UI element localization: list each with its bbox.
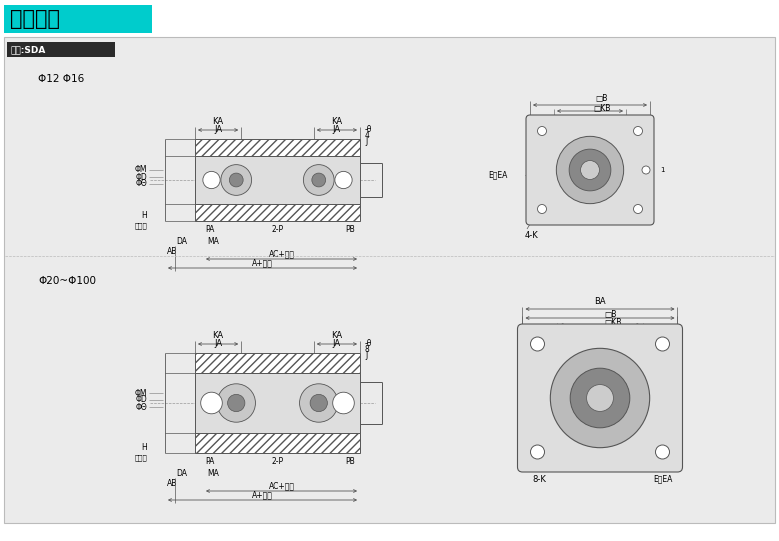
Circle shape bbox=[300, 384, 338, 422]
Text: E深EA: E深EA bbox=[653, 474, 672, 484]
Text: ΦM: ΦM bbox=[135, 388, 147, 398]
FancyBboxPatch shape bbox=[526, 115, 654, 225]
Text: MA: MA bbox=[207, 236, 219, 246]
Text: A+行程: A+行程 bbox=[252, 491, 273, 499]
Circle shape bbox=[655, 445, 669, 459]
Circle shape bbox=[556, 136, 624, 203]
Circle shape bbox=[201, 392, 222, 414]
Text: J: J bbox=[365, 136, 367, 146]
Text: 8: 8 bbox=[365, 345, 370, 353]
Text: AC+行程: AC+行程 bbox=[269, 481, 294, 491]
Text: KA: KA bbox=[331, 117, 343, 127]
Bar bbox=[195, 373, 360, 433]
Text: □KB: □KB bbox=[604, 319, 622, 327]
Bar bbox=[195, 433, 360, 453]
Circle shape bbox=[569, 149, 611, 191]
Circle shape bbox=[633, 204, 643, 214]
Text: □B: □B bbox=[604, 309, 616, 319]
Text: H: H bbox=[141, 444, 147, 452]
Text: □KB: □KB bbox=[593, 103, 611, 113]
Circle shape bbox=[642, 166, 650, 174]
Bar bbox=[195, 139, 360, 156]
Circle shape bbox=[538, 204, 547, 214]
Circle shape bbox=[221, 164, 252, 195]
Circle shape bbox=[229, 173, 243, 187]
Text: PA: PA bbox=[205, 458, 214, 466]
Circle shape bbox=[587, 385, 613, 411]
Bar bbox=[4, 5, 152, 33]
Text: ΦD: ΦD bbox=[136, 395, 147, 405]
Text: 2-P: 2-P bbox=[271, 226, 284, 234]
Text: AC+行程: AC+行程 bbox=[269, 249, 294, 259]
Text: 4: 4 bbox=[365, 130, 370, 140]
Text: ΦD: ΦD bbox=[136, 173, 147, 181]
Bar bbox=[4, 37, 775, 523]
Circle shape bbox=[655, 337, 669, 351]
Circle shape bbox=[530, 445, 545, 459]
Text: PA: PA bbox=[205, 226, 214, 234]
Circle shape bbox=[580, 161, 599, 180]
Text: ΦΘ: ΦΘ bbox=[136, 180, 147, 188]
Text: H: H bbox=[141, 212, 147, 221]
Circle shape bbox=[333, 392, 354, 414]
Text: PB: PB bbox=[345, 226, 355, 234]
Circle shape bbox=[335, 171, 352, 189]
Text: JA: JA bbox=[333, 339, 341, 347]
Bar bbox=[195, 156, 360, 204]
Circle shape bbox=[530, 337, 545, 351]
Text: 二面幅: 二面幅 bbox=[134, 454, 147, 461]
Circle shape bbox=[538, 127, 547, 135]
Text: □B: □B bbox=[595, 95, 608, 103]
Text: JA: JA bbox=[214, 124, 222, 134]
Text: 外部尺寸: 外部尺寸 bbox=[10, 9, 60, 29]
Text: PB: PB bbox=[345, 458, 355, 466]
Text: DA: DA bbox=[176, 236, 187, 246]
Circle shape bbox=[633, 127, 643, 135]
Text: A+行程: A+行程 bbox=[252, 259, 273, 267]
Circle shape bbox=[227, 394, 245, 412]
Bar bbox=[195, 353, 360, 373]
Text: JA: JA bbox=[333, 124, 341, 134]
Bar bbox=[195, 204, 360, 221]
FancyBboxPatch shape bbox=[517, 324, 682, 472]
Circle shape bbox=[303, 164, 334, 195]
Text: 8-K: 8-K bbox=[533, 474, 546, 484]
Text: 型號:SDA: 型號:SDA bbox=[11, 45, 47, 54]
Text: 1: 1 bbox=[660, 167, 664, 173]
Text: 4-K: 4-K bbox=[525, 232, 539, 241]
Circle shape bbox=[312, 173, 326, 187]
Circle shape bbox=[550, 348, 650, 448]
Circle shape bbox=[310, 394, 327, 412]
Text: 2-P: 2-P bbox=[271, 458, 284, 466]
Text: DA: DA bbox=[176, 469, 187, 478]
Text: MA: MA bbox=[207, 469, 219, 478]
Bar bbox=[7, 42, 115, 57]
Text: ΦM: ΦM bbox=[135, 166, 147, 175]
Text: JA: JA bbox=[214, 339, 222, 347]
Text: KA: KA bbox=[213, 332, 224, 340]
Text: Φ20~Φ100: Φ20~Φ100 bbox=[38, 276, 96, 286]
Text: KA: KA bbox=[331, 332, 343, 340]
Text: Φ12 Φ16: Φ12 Φ16 bbox=[38, 74, 84, 84]
Text: KA: KA bbox=[213, 117, 224, 127]
Text: J: J bbox=[365, 351, 367, 360]
Text: 二面幅: 二面幅 bbox=[134, 223, 147, 229]
Text: BA: BA bbox=[594, 298, 606, 307]
Text: -θ: -θ bbox=[365, 126, 372, 135]
Circle shape bbox=[203, 171, 220, 189]
Circle shape bbox=[570, 368, 629, 428]
Text: AB: AB bbox=[167, 247, 177, 255]
Text: AB: AB bbox=[167, 478, 177, 487]
Text: -θ: -θ bbox=[365, 340, 372, 348]
Circle shape bbox=[217, 384, 256, 422]
Text: ΦΘ: ΦΘ bbox=[136, 403, 147, 412]
Text: E深EA: E深EA bbox=[488, 170, 508, 180]
